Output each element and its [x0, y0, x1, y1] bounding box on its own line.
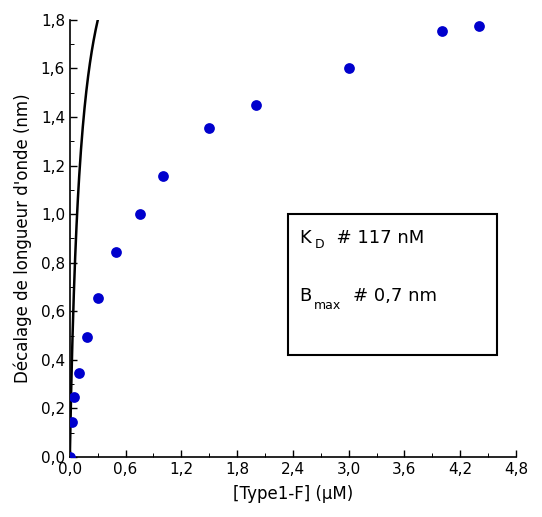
Point [344, 64, 353, 72]
Point [135, 210, 144, 218]
Point [70, 393, 79, 402]
FancyBboxPatch shape [288, 214, 498, 355]
Point [158, 172, 167, 180]
Point [68, 418, 76, 426]
Point [205, 124, 214, 132]
Point [112, 248, 121, 256]
Point [251, 101, 260, 109]
Point [82, 332, 91, 341]
Point [437, 27, 446, 35]
Y-axis label: Décalage de longueur d'onde (nm): Décalage de longueur d'onde (nm) [14, 94, 33, 383]
Point [75, 369, 83, 377]
X-axis label: [Type1-F] (μM): [Type1-F] (μM) [233, 485, 353, 503]
Point [66, 453, 74, 461]
Text: # 0,7 nm: # 0,7 nm [353, 287, 437, 305]
Point [93, 294, 102, 302]
Text: K: K [299, 229, 311, 247]
Text: # 117 nM: # 117 nM [326, 229, 425, 247]
Text: B: B [299, 287, 312, 305]
Point [475, 22, 483, 30]
Text: max: max [314, 299, 341, 312]
Text: D: D [314, 238, 324, 251]
